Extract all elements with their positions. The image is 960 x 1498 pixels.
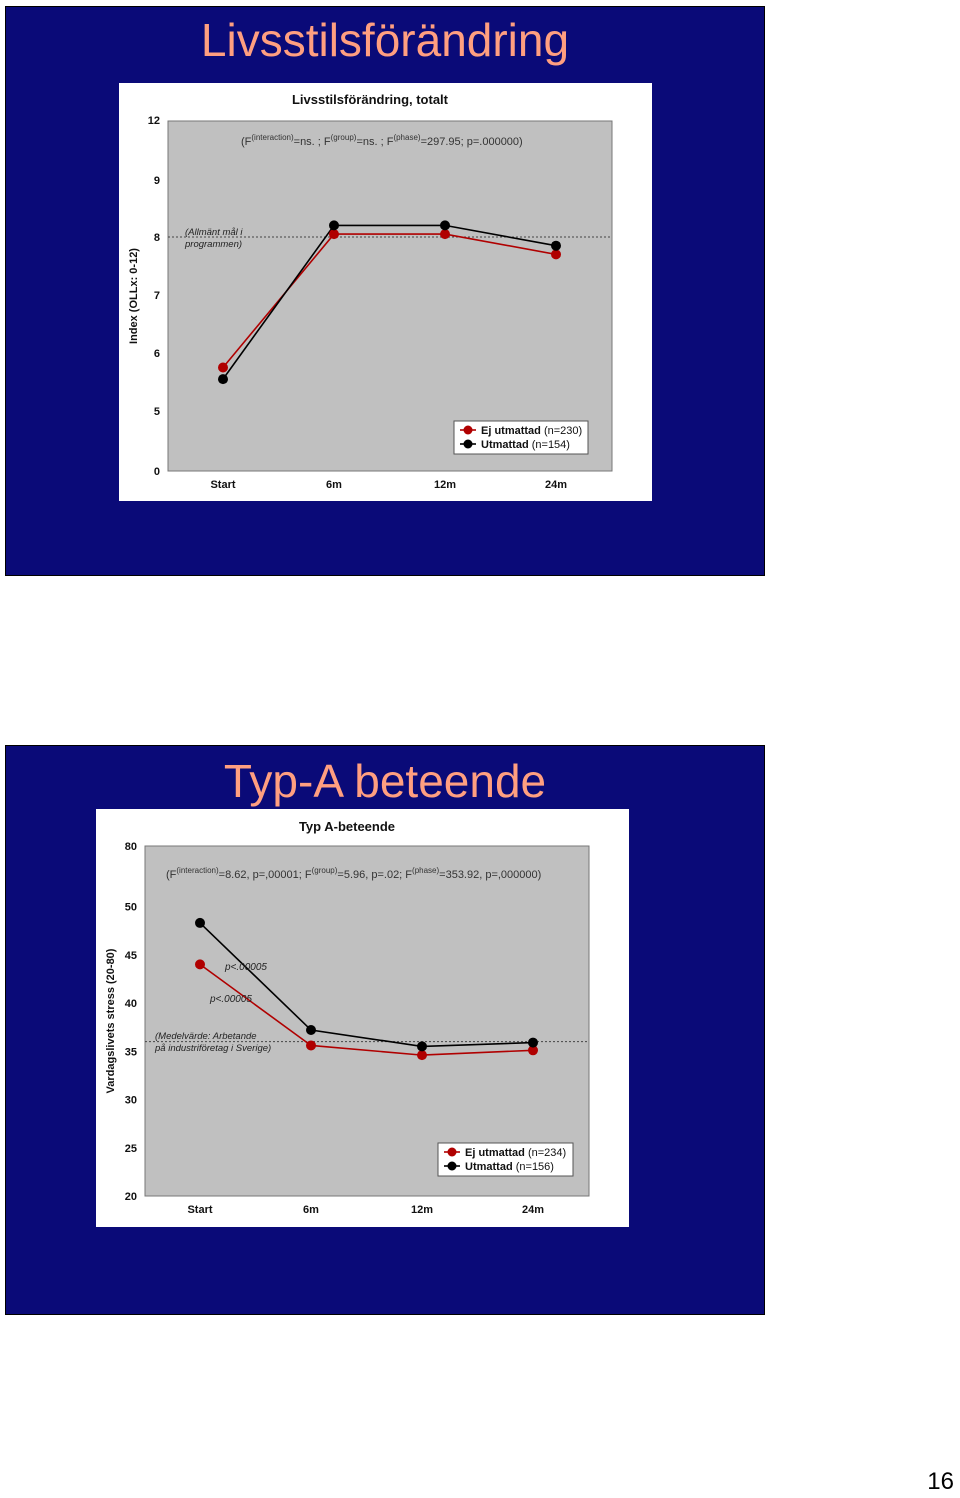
legend-label: Ej utmattad (n=230) [481, 425, 582, 437]
page-number: 16 [927, 1468, 954, 1495]
legend-label: Utmattad (n=156) [465, 1161, 554, 1173]
data-point [440, 229, 450, 240]
chart-title: Livsstilsförändring, totalt [292, 92, 449, 107]
slide-lifestyle-change: Livsstilsförändring Livsstilsförändring,… [5, 6, 765, 576]
reference-label: programmen) [184, 239, 242, 250]
y-tick-label: 30 [125, 1095, 137, 1107]
y-tick-label: 45 [125, 950, 137, 962]
series-line [199, 922, 534, 1048]
y-tick-label: 6 [154, 348, 160, 360]
stats-annotation: (F(interaction)=8.62, p=,00001; F(group)… [166, 866, 541, 881]
x-tick-label: 6m [303, 1204, 319, 1216]
data-point [440, 220, 450, 231]
slide-title: Livsstilsförändring [200, 14, 570, 66]
data-point [528, 1045, 538, 1056]
legend-box [437, 1142, 574, 1177]
data-point [417, 1050, 427, 1061]
data-point [329, 220, 339, 231]
chart-lifestyle: Livsstilsförändring, totalt (F(interactio… [128, 92, 613, 491]
y-tick-label: 40 [125, 998, 137, 1010]
chart-panel-type-a: Typ A-beteende (F(interaction)=8.62, p=,0… [96, 809, 629, 1227]
y-tick-label: 80 [125, 841, 137, 853]
series-line [222, 233, 557, 369]
data-point [306, 1040, 316, 1051]
x-tick-label: 6m [326, 479, 342, 491]
data-point [528, 1037, 538, 1048]
y-tick-label: 0 [154, 466, 160, 478]
data-point [218, 374, 228, 385]
chart-title: Typ A-beteende [299, 819, 395, 834]
y-tick-label: 9 [154, 175, 160, 187]
data-point [218, 362, 228, 373]
significance-annotation: p<.00005 [224, 962, 267, 973]
x-tick-label: Start [210, 479, 235, 491]
data-point [551, 240, 561, 251]
y-tick-label: 8 [154, 232, 160, 244]
y-axis-label: Index (OLLx: 0-12) [128, 248, 140, 344]
series-line [199, 963, 534, 1056]
reference-label: (Medelvärde: Arbetande [155, 1031, 257, 1042]
reference-label: (Allmänt mål i [185, 227, 243, 238]
significance-annotation: p<.00005 [209, 994, 252, 1005]
x-tick-label: 12m [411, 1204, 433, 1216]
legend-box [453, 420, 589, 455]
data-point [417, 1041, 427, 1052]
data-point [329, 229, 339, 240]
legend-label: Utmattad (n=154) [481, 439, 570, 451]
legend-swatch-marker [463, 439, 473, 449]
slide-type-a-behaviour: Typ-A beteende Typ A-beteende (F(interact… [5, 745, 765, 1315]
legend-label: Ej utmattad (n=234) [465, 1147, 566, 1159]
reference-label: på industriföretag i Sverige) [154, 1043, 271, 1054]
slide-title: Typ-A beteende [223, 755, 547, 807]
plot-area [144, 845, 590, 1197]
y-tick-label: 20 [125, 1191, 137, 1203]
x-tick-label: 24m [545, 479, 567, 491]
chart-type-a: Typ A-beteende (F(interaction)=8.62, p=,0… [105, 819, 590, 1216]
legend-swatch-marker [447, 1161, 457, 1171]
y-tick-label: 35 [125, 1046, 137, 1058]
plot-area [167, 120, 613, 472]
legend-swatch-marker [463, 425, 473, 435]
y-tick-label: 5 [154, 406, 160, 418]
y-tick-label: 12 [148, 115, 160, 127]
stats-annotation: (F(interaction)=ns. ; F(group)=ns. ; F(p… [241, 133, 523, 148]
x-tick-label: Start [187, 1204, 212, 1216]
legend-swatch-marker [447, 1147, 457, 1157]
y-tick-label: 25 [125, 1143, 137, 1155]
y-tick-label: 50 [125, 902, 137, 914]
chart-panel-lifestyle: Livsstilsförändring, totalt (F(interactio… [119, 83, 652, 501]
x-tick-label: 12m [434, 479, 456, 491]
series-line [222, 224, 557, 380]
data-point [195, 959, 205, 970]
y-tick-label: 7 [154, 290, 160, 302]
y-axis-label: Vardagslivets stress (20-80) [105, 948, 117, 1093]
x-tick-label: 24m [522, 1204, 544, 1216]
data-point [195, 917, 205, 928]
data-point [551, 249, 561, 260]
data-point [306, 1025, 316, 1036]
